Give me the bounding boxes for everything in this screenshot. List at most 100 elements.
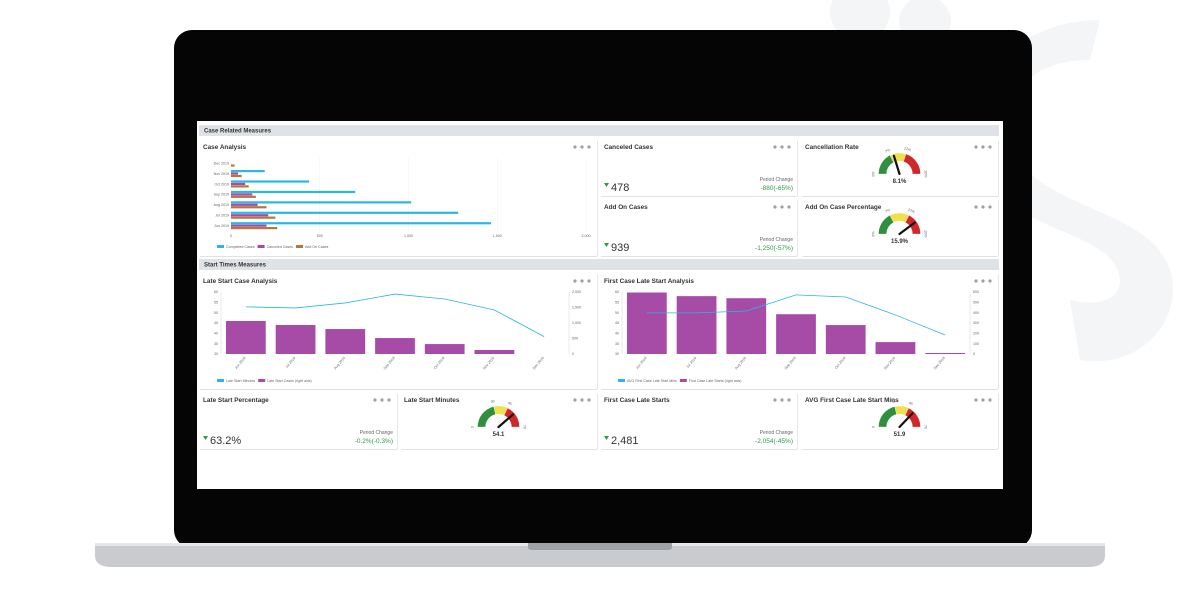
settings-icon[interactable] <box>573 145 577 149</box>
link-icon[interactable] <box>380 398 384 402</box>
panel-title: Canceled Cases <box>604 144 653 151</box>
line-series <box>245 293 545 337</box>
delete-icon[interactable] <box>587 145 591 149</box>
delete-icon[interactable] <box>988 145 992 149</box>
x-tick-label: Jul 2019 <box>686 356 698 369</box>
y-tick-label: Jun 2019 <box>214 224 229 228</box>
kpi-value: 2,481 <box>611 435 639 447</box>
bar <box>231 180 310 183</box>
trend-down-icon <box>604 183 609 187</box>
bar <box>231 190 356 194</box>
settings-icon[interactable] <box>974 145 978 149</box>
legend-label: Completed Cases <box>226 245 255 249</box>
bar <box>275 325 316 354</box>
legend-label: Late Start Minutes <box>226 379 255 383</box>
panel <box>600 139 797 196</box>
link-icon[interactable] <box>780 205 784 209</box>
y-tick-label: Aug 2019 <box>214 203 229 207</box>
bar <box>231 174 242 178</box>
y-tick-label: 35 <box>214 342 218 346</box>
settings-icon[interactable] <box>573 279 577 283</box>
legend-label: Add On Cases <box>305 245 329 249</box>
bar <box>231 216 276 219</box>
gauge-value: 15.9% <box>891 239 909 245</box>
settings-icon[interactable] <box>974 279 978 283</box>
delete-icon[interactable] <box>988 279 992 283</box>
delete-icon[interactable] <box>988 205 992 209</box>
y2-tick-label: 2,000 <box>572 290 581 294</box>
kpi-change: -0.2%(-0.3%) <box>355 438 393 445</box>
delete-icon[interactable] <box>387 398 391 402</box>
gauge-needle <box>898 412 914 429</box>
dashboard: Case Related Measures Start Times Measure… <box>199 125 999 450</box>
kpi-change-label: Period Change <box>760 177 794 183</box>
bar <box>776 314 816 354</box>
link-icon[interactable] <box>780 145 784 149</box>
link-icon[interactable] <box>981 205 985 209</box>
settings-icon[interactable] <box>573 398 577 402</box>
link-icon[interactable] <box>580 279 584 283</box>
y-tick-label: 30 <box>615 352 619 356</box>
settings-icon[interactable] <box>773 398 777 402</box>
trend-down-icon <box>203 436 208 440</box>
link-icon[interactable] <box>981 279 985 283</box>
link-icon[interactable] <box>580 398 584 402</box>
y-tick-label: 60 <box>615 290 619 294</box>
link-icon[interactable] <box>780 398 784 402</box>
panel-title: Case Analysis <box>203 144 247 151</box>
gauge-tick-label: 0 <box>872 426 876 428</box>
settings-icon[interactable] <box>773 145 777 149</box>
bar <box>626 292 667 354</box>
gauge-tick-label: 30 <box>490 399 495 404</box>
link-icon[interactable] <box>981 145 985 149</box>
settings-icon[interactable] <box>974 398 978 402</box>
y-tick-label: 35 <box>615 342 619 346</box>
gauge-needle <box>898 221 916 236</box>
bar <box>231 182 246 186</box>
legend-swatch <box>217 245 224 248</box>
delete-icon[interactable] <box>787 145 791 149</box>
delete-icon[interactable] <box>988 398 992 402</box>
section-title: Case Related Measures <box>204 129 272 135</box>
bar <box>825 325 866 354</box>
delete-icon[interactable] <box>787 205 791 209</box>
legend-label: Late Start Cases (right axis) <box>267 379 312 383</box>
gauge-needle <box>892 154 901 176</box>
delete-icon[interactable] <box>787 398 791 402</box>
bar <box>231 211 459 214</box>
settings-icon[interactable] <box>373 398 377 402</box>
panel <box>199 139 597 256</box>
gauge-tick-label: 7% <box>884 208 891 214</box>
legend-swatch <box>217 379 224 382</box>
panel <box>199 273 597 389</box>
gauge-tick-label: 45 <box>507 401 512 406</box>
delete-icon[interactable] <box>587 398 591 402</box>
bar <box>726 298 767 354</box>
y-tick-label: 60 <box>214 290 218 294</box>
bar <box>231 222 492 225</box>
section-header <box>199 125 999 136</box>
y2-tick-label: 500 <box>572 337 578 341</box>
link-icon[interactable] <box>580 145 584 149</box>
panel <box>199 392 397 449</box>
x-tick-label: 2,000 <box>582 234 591 238</box>
settings-icon[interactable] <box>974 205 978 209</box>
panel <box>600 392 797 449</box>
x-tick-label: 500 <box>317 234 323 238</box>
bar <box>231 195 256 198</box>
bar <box>225 320 266 354</box>
gauge-tick-label: 13% <box>907 207 916 214</box>
legend-label: Canceled Cases <box>267 245 294 249</box>
panel-title: Cancellation Rate <box>805 144 859 151</box>
link-icon[interactable] <box>981 398 985 402</box>
bar <box>474 349 515 354</box>
bar <box>231 214 269 217</box>
bar <box>375 338 415 354</box>
y-tick-label: 40 <box>214 332 218 336</box>
panel <box>801 139 998 196</box>
delete-icon[interactable] <box>587 279 591 283</box>
settings-icon[interactable] <box>773 205 777 209</box>
gauge-tick-label: 0% <box>872 171 876 177</box>
panel-title: Late Start Case Analysis <box>203 278 278 285</box>
